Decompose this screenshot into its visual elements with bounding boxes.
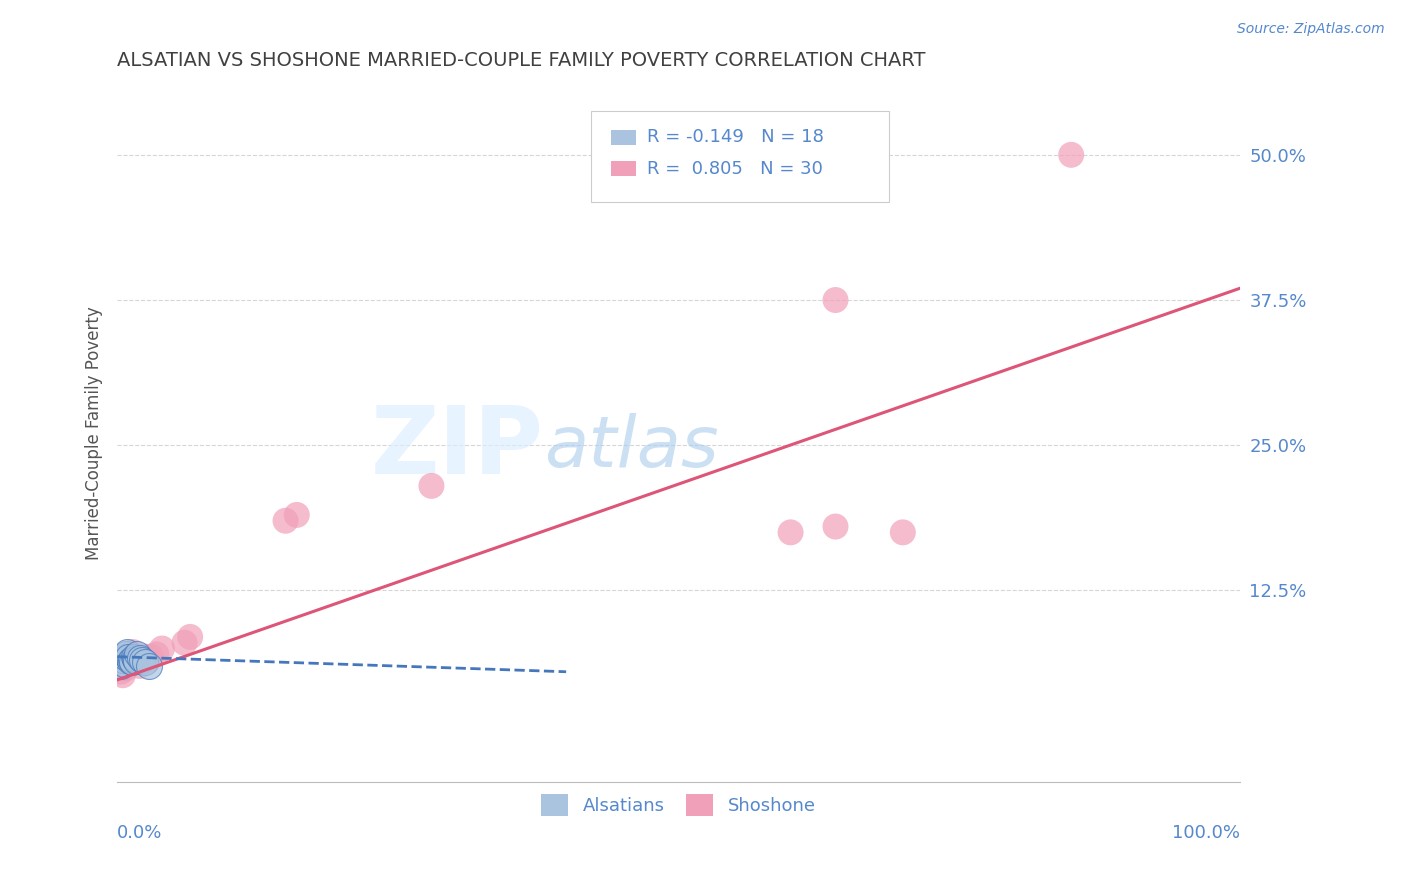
Point [117, 657, 139, 671]
Point [120, 653, 142, 667]
Point [111, 668, 134, 682]
Point [117, 649, 139, 664]
Point [138, 659, 160, 673]
Point [285, 508, 308, 522]
Point [779, 525, 801, 540]
Text: Source: ZipAtlas.com: Source: ZipAtlas.com [1237, 22, 1385, 37]
Point [145, 648, 167, 662]
Point [108, 659, 131, 673]
Point [127, 648, 149, 662]
Point [114, 653, 136, 667]
FancyBboxPatch shape [591, 111, 890, 202]
Point [115, 661, 138, 675]
Text: R = -0.149   N = 18: R = -0.149 N = 18 [647, 128, 824, 146]
Point [134, 649, 156, 664]
Point [115, 648, 138, 662]
Point [118, 649, 141, 664]
FancyBboxPatch shape [612, 161, 636, 177]
Point [128, 659, 150, 673]
Point [173, 636, 195, 650]
Point [121, 656, 143, 670]
Y-axis label: Married-Couple Family Poverty: Married-Couple Family Poverty [86, 307, 103, 560]
Text: atlas: atlas [544, 413, 718, 482]
Point [122, 645, 145, 659]
FancyBboxPatch shape [612, 129, 636, 145]
Point [118, 654, 141, 668]
Point [111, 653, 134, 667]
Point [1060, 148, 1083, 162]
Point [824, 293, 846, 307]
Point [112, 657, 135, 671]
Point [274, 514, 297, 528]
Point [891, 525, 914, 540]
Text: ZIP: ZIP [371, 401, 544, 493]
Text: 0.0%: 0.0% [117, 824, 163, 842]
Point [138, 653, 160, 667]
Point [134, 656, 156, 670]
Point [114, 649, 136, 664]
Point [110, 665, 132, 679]
Point [824, 519, 846, 533]
Text: ALSATIAN VS SHOSHONE MARRIED-COUPLE FAMILY POVERTY CORRELATION CHART: ALSATIAN VS SHOSHONE MARRIED-COUPLE FAMI… [117, 51, 925, 70]
Point [122, 649, 145, 664]
Point [111, 661, 134, 675]
Point [120, 648, 142, 662]
Point [139, 649, 162, 664]
Point [124, 652, 146, 666]
Point [131, 654, 153, 668]
Point [110, 659, 132, 673]
Point [150, 641, 173, 656]
Point [112, 659, 135, 673]
Point [420, 479, 443, 493]
Legend: Alsatians, Shoshone: Alsatians, Shoshone [531, 785, 825, 825]
Point [179, 630, 201, 644]
Text: R =  0.805   N = 30: R = 0.805 N = 30 [647, 160, 823, 178]
Point [128, 650, 150, 665]
Point [125, 654, 148, 668]
Point [117, 645, 139, 659]
Point [131, 653, 153, 667]
Text: 100.0%: 100.0% [1171, 824, 1240, 842]
Point [127, 649, 149, 664]
Point [124, 653, 146, 667]
